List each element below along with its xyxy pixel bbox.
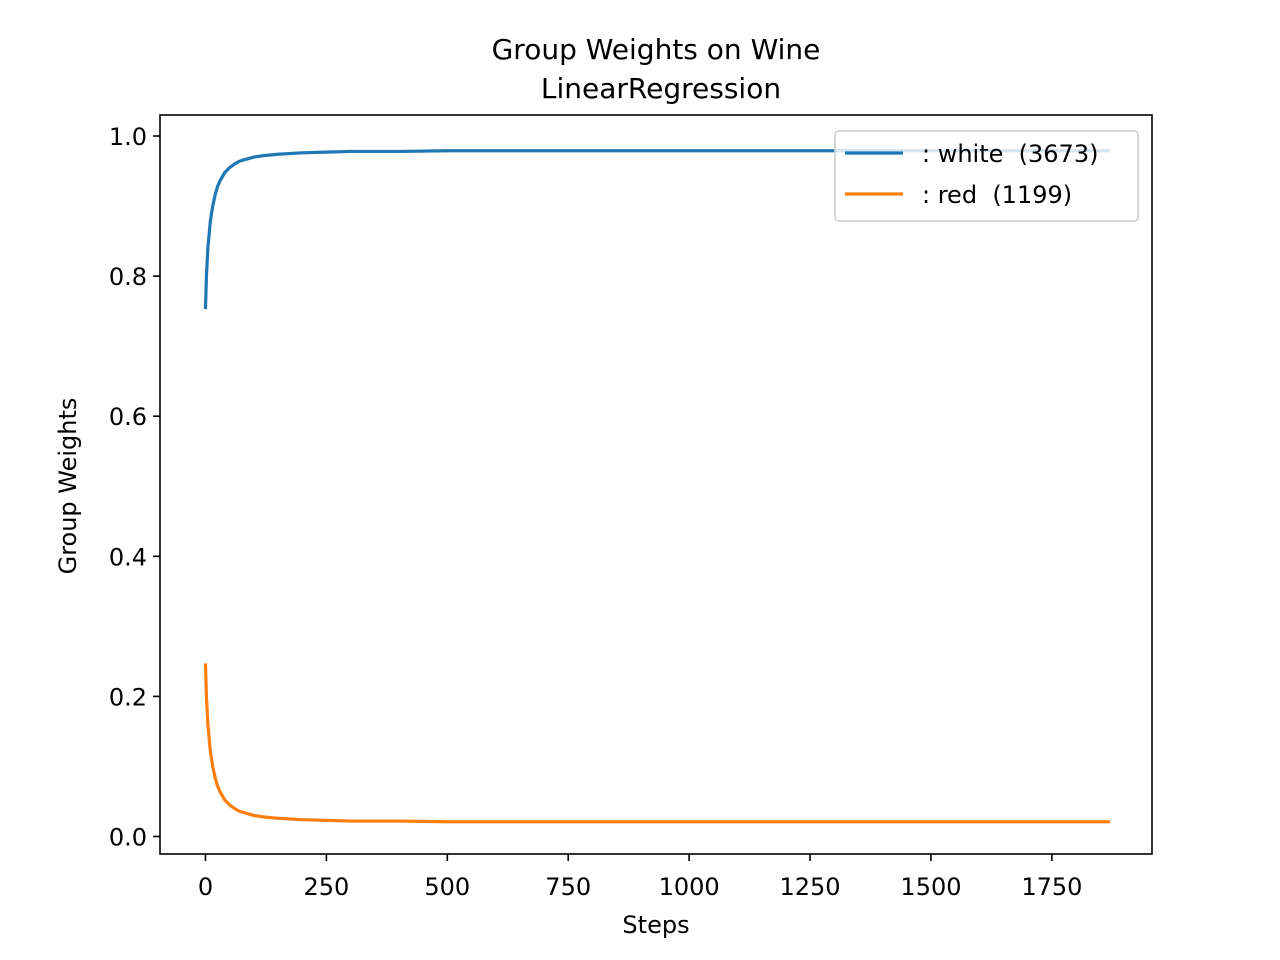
x-axis-ticks: 0 250 500 750 1000 1250 1500 1750 <box>198 854 1082 901</box>
legend-label: : white (3673) <box>922 140 1098 168</box>
x-tick-label: 1250 <box>780 873 841 901</box>
legend-label: : red (1199) <box>922 181 1072 209</box>
y-tick-label: 0.6 <box>109 403 147 431</box>
x-tick-label: 0 <box>198 873 213 901</box>
chart-title: Group Weights on Wine <box>492 33 821 66</box>
x-axis-label: Steps <box>622 911 689 939</box>
x-tick-label: 1500 <box>900 873 961 901</box>
legend-box <box>834 130 1139 222</box>
y-tick-label: 1.0 <box>109 123 147 151</box>
y-tick-label: 0.0 <box>109 823 147 851</box>
y-tick-label: 0.2 <box>109 683 147 711</box>
series-layer <box>203 149 1110 824</box>
series-line-1 <box>203 663 1110 824</box>
x-tick-label: 250 <box>303 873 349 901</box>
y-tick-label: 0.4 <box>109 543 147 571</box>
y-axis-label: Group Weights <box>54 398 82 575</box>
y-axis-ticks: 0.0 0.2 0.4 0.6 0.8 1.0 <box>109 123 160 851</box>
y-tick-label: 0.8 <box>109 263 147 291</box>
legend: : white (3673) : red (1199) <box>834 130 1139 222</box>
x-tick-label: 1000 <box>659 873 720 901</box>
x-tick-label: 1750 <box>1021 873 1082 901</box>
plot-area <box>159 114 1153 855</box>
series-line-0 <box>203 149 1110 310</box>
plot-frame <box>159 114 1153 855</box>
legend-items: : white (3673) : red (1199) <box>845 140 1098 209</box>
chart-subtitle: LinearRegression <box>541 72 781 105</box>
plot-background <box>160 115 1152 854</box>
x-tick-label: 500 <box>424 873 470 901</box>
x-tick-label: 750 <box>545 873 591 901</box>
